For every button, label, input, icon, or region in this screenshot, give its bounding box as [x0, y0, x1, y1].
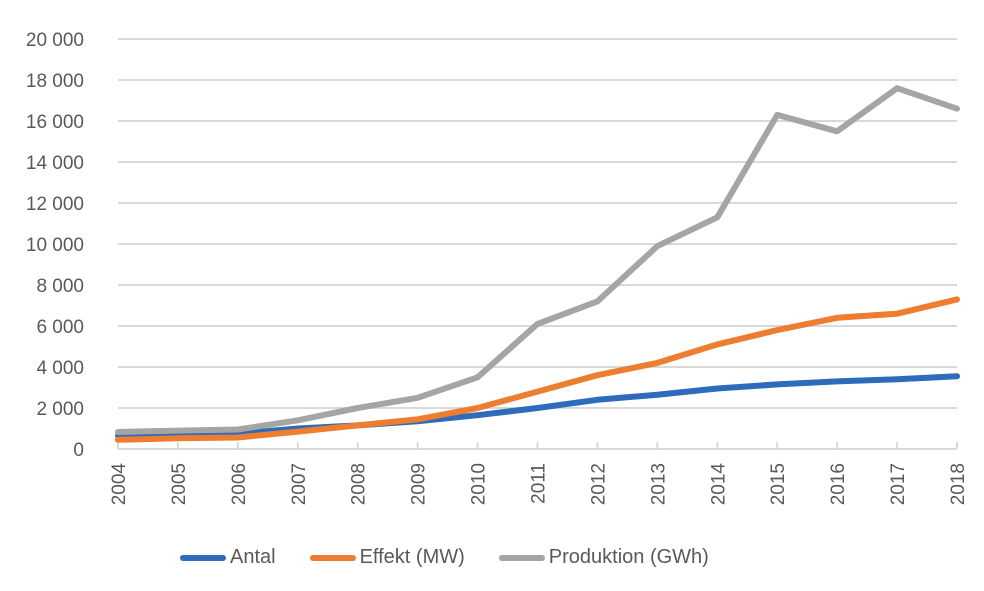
legend-swatch-antal: [180, 554, 226, 561]
legend-item-produktion: Produktion (GWh): [498, 546, 709, 569]
y-tick-label: 2 000: [36, 399, 84, 420]
legend-label-produktion: Produktion (GWh): [548, 546, 709, 568]
series-lines: [115, 85, 960, 443]
y-tick-label: 14 000: [26, 153, 84, 174]
legend: Antal Effekt (MW) Produktion (GWh): [180, 546, 743, 569]
x-tick-label: 2006: [229, 463, 250, 505]
y-tick-label: 0: [73, 440, 84, 461]
x-tick-label: 2013: [648, 463, 669, 505]
legend-label-antal: Antal: [230, 546, 276, 568]
x-tick-label: 2014: [708, 463, 729, 506]
series-line-produktion: [115, 85, 960, 435]
y-tick-label: 10 000: [26, 235, 84, 256]
x-tick-label: 2005: [169, 463, 190, 505]
y-tick-label: 4 000: [36, 358, 84, 379]
x-tick-label: 2004: [109, 463, 130, 506]
legend-swatch-produktion: [498, 554, 545, 561]
legend-label-effekt: Effekt (MW): [359, 546, 465, 568]
y-tick-label: 12 000: [26, 194, 84, 215]
x-tick-label: 2008: [349, 463, 370, 505]
series-line-antal: [115, 373, 960, 439]
y-tick-label: 6 000: [36, 317, 84, 338]
x-tick-label: 2017: [888, 463, 909, 505]
x-tick-label: 2011: [529, 463, 550, 504]
y-tick-label: 18 000: [26, 71, 84, 92]
y-tick-label: 8 000: [36, 276, 84, 297]
legend-item-antal: Antal: [180, 546, 276, 569]
x-axis-tick-labels: 2004 2005 2006 2007 2008 2009 2010 2011 2012 2013…: [109, 463, 969, 506]
y-tick-label: 16 000: [26, 112, 84, 133]
x-tick-label: 2016: [828, 463, 849, 505]
x-tick-label: 2010: [469, 463, 490, 505]
x-axis: [117, 442, 958, 450]
x-tick-label: 2009: [409, 463, 430, 505]
series-line-effekt: [115, 296, 960, 443]
y-tick-label: 20 000: [26, 30, 84, 51]
x-tick-label: 2012: [588, 463, 609, 505]
gridlines: [118, 38, 957, 409]
line-chart: 0 2 000 4 000 6 000 8 000 10 000 12 000 14 000 1…: [26, 30, 969, 506]
x-tick-label: 2007: [289, 463, 310, 505]
x-tick-label: 2015: [768, 463, 789, 505]
legend-item-effekt: Effekt (MW): [309, 546, 465, 569]
legend-swatch-effekt: [309, 554, 356, 561]
y-axis-tick-labels: 0 2 000 4 000 6 000 8 000 10 000 12 000 14 000 1…: [26, 30, 84, 461]
x-tick-label: 2018: [948, 463, 969, 505]
